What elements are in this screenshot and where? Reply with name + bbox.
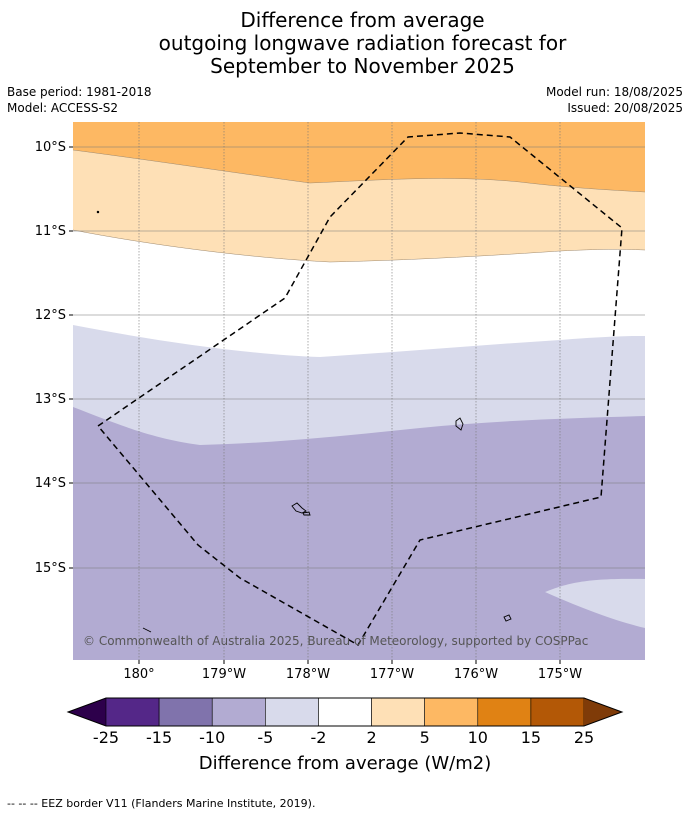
colorbar-tick-label: 5 — [419, 728, 430, 747]
band-weak-negative-patch — [545, 578, 645, 628]
colorbar-low-extension — [68, 698, 106, 726]
colorbar-tick-label: 25 — [573, 728, 595, 747]
colorbar-cell — [105, 697, 160, 727]
colorbar-cell — [530, 697, 585, 727]
colorbar-tick-label: -15 — [146, 728, 173, 747]
band-moderate-negative — [73, 407, 645, 660]
band-contours — [73, 149, 645, 263]
colorbar-cells — [105, 697, 585, 727]
island-swains — [455, 417, 464, 431]
islands — [96, 210, 512, 633]
anomaly-field — [73, 122, 645, 660]
copyright-notice: © Commonwealth of Australia 2025, Bureau… — [83, 634, 588, 648]
tick-marks — [69, 146, 561, 664]
lat-label-13s: 13°S — [35, 392, 66, 407]
eez-border — [96, 132, 623, 647]
lon-label-175w: 175°W — [538, 667, 582, 682]
colorbar-tick-label: 2 — [366, 728, 377, 747]
lon-label-176w: 176°W — [454, 667, 498, 682]
island-small-2 — [503, 614, 512, 622]
colorbar-high-extension — [584, 698, 622, 726]
model-run: Model run: 18/08/2025 — [545, 85, 683, 99]
lat-label-14s: 14°S — [35, 476, 66, 491]
colorbar-cell — [477, 697, 532, 727]
island-small-3 — [142, 627, 152, 633]
colorbar-cell — [265, 697, 319, 727]
lon-label-180: 180° — [123, 667, 154, 682]
title-line-2: outgoing longwave radiation forecast for — [158, 31, 567, 55]
lat-label-11s: 11°S — [35, 224, 66, 239]
title-line-1: Difference from average — [240, 8, 485, 32]
colorbar-cell — [318, 697, 372, 727]
island-upolu — [291, 502, 307, 514]
colorbar-tick-label: -5 — [257, 728, 274, 747]
base-period: Base period: 1981-2018 — [7, 85, 152, 99]
colorbar-tick-label: -10 — [199, 728, 226, 747]
colorbar — [66, 697, 624, 727]
lon-label-177w: 177°W — [370, 667, 414, 682]
colorbar-title: Difference from average (W/m2) — [198, 753, 492, 774]
lon-label-178w: 178°W — [286, 667, 330, 682]
lat-label-15s: 15°S — [35, 561, 66, 576]
colorbar-tick-label: -25 — [92, 728, 120, 747]
colorbar-tick-label: 10 — [467, 728, 488, 747]
colorbar-cell — [158, 697, 213, 727]
gridlines — [73, 122, 645, 660]
lon-label-179w: 179°W — [202, 667, 246, 682]
island-small-1 — [302, 511, 311, 516]
colorbar-tick-label: 15 — [520, 728, 542, 747]
island-dot — [96, 210, 100, 214]
title-line-3: September to November 2025 — [210, 54, 515, 78]
colorbar-outline — [66, 697, 624, 727]
model-name: Model: ACCESS-S2 — [7, 101, 119, 115]
eez-legend-note: -- -- -- EEZ border V11 (Flanders Marine… — [7, 797, 316, 810]
lat-label-10s: 10°S — [35, 140, 66, 155]
lat-label-12s: 12°S — [35, 308, 66, 323]
colorbar-cell — [424, 697, 479, 727]
colorbar-tick-label: -2 — [310, 728, 327, 747]
issued-date: Issued: 20/08/2025 — [567, 101, 683, 115]
colorbar-cell — [371, 697, 425, 727]
colorbar-cell — [211, 697, 266, 727]
